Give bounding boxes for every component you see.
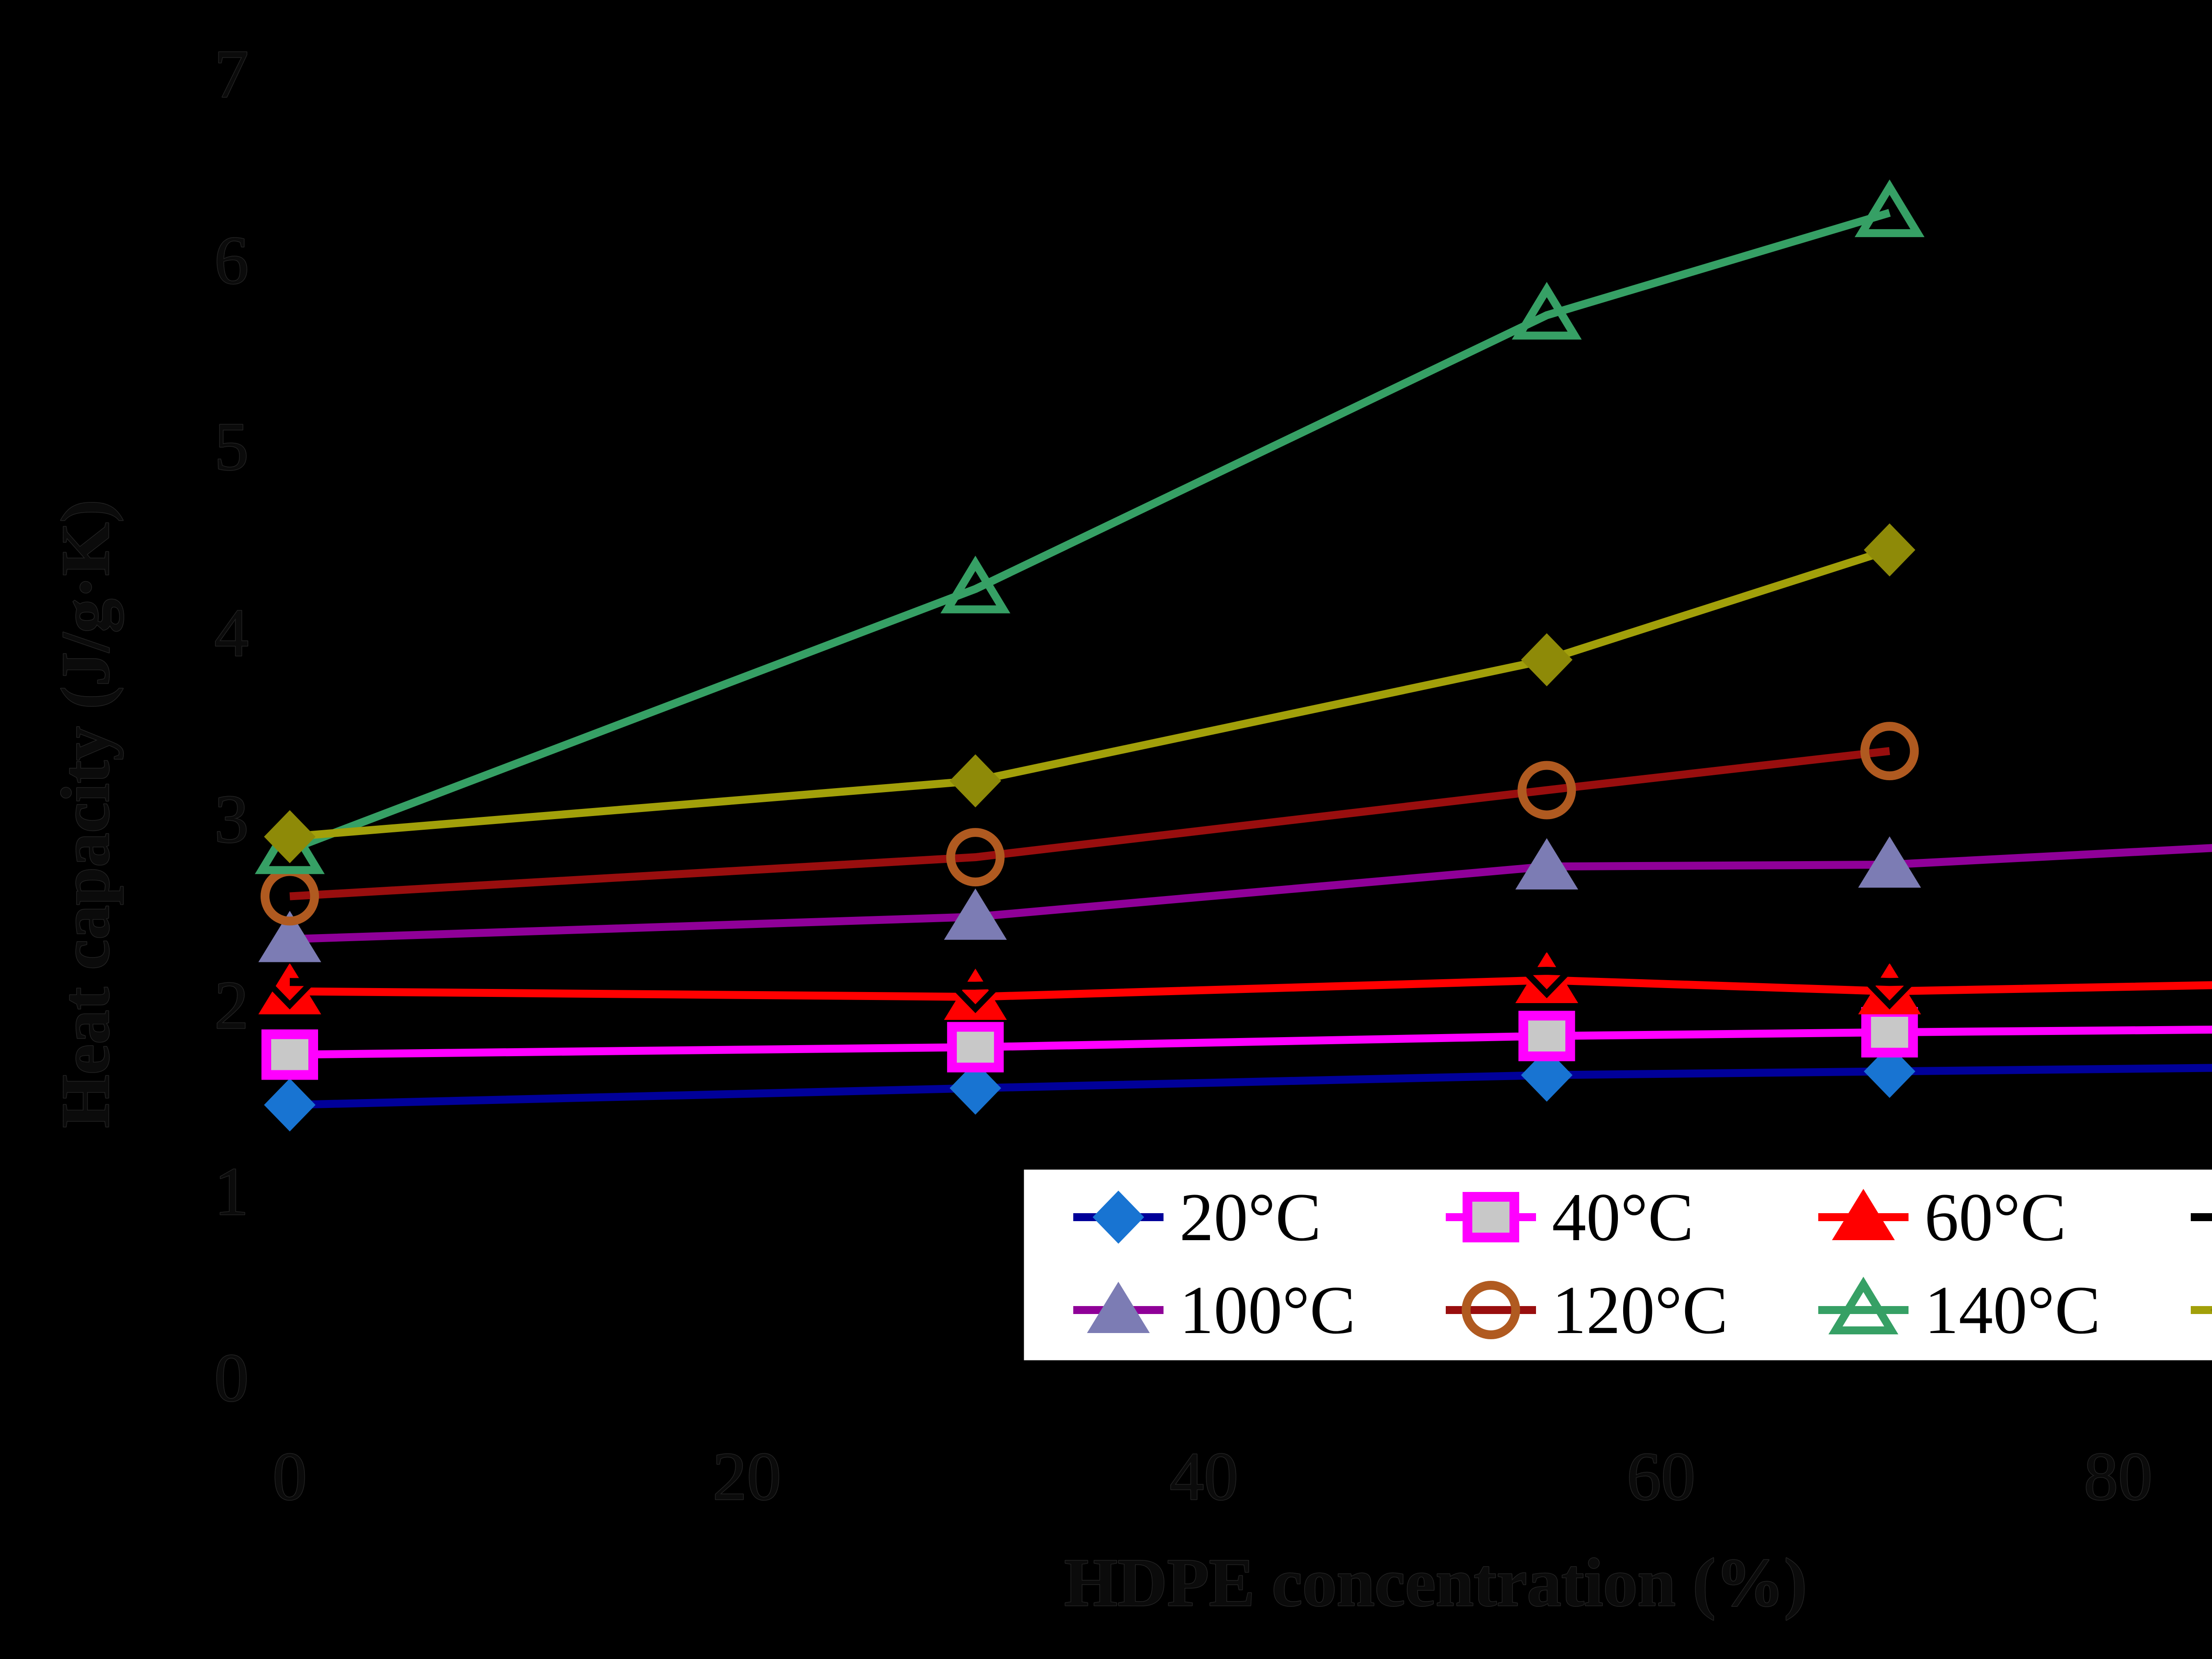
x-tick-label: 20: [713, 1438, 781, 1514]
marker-square-filled: [1861, 1007, 1918, 1057]
marker-circle-open: [1517, 761, 1576, 820]
marker-triangle-filled: [1858, 836, 1921, 888]
series-line-2: [289, 976, 2212, 1001]
marker-triangle-open: [1512, 282, 1582, 340]
marker-diamond-open: [949, 958, 1002, 1013]
marker-triangle-filled: [258, 911, 321, 962]
x-tick-label: 80: [2084, 1438, 2152, 1514]
series-line-1: [289, 1026, 2212, 1059]
y-tick-label: 5: [215, 409, 249, 485]
marker-triangle-filled: [944, 968, 1007, 1020]
x-axis-title: HDPE concentration (%): [1064, 1544, 1807, 1621]
tick-labels: 02040608010001234567: [214, 35, 2153, 1515]
legend-label: 140°C: [1924, 1272, 2101, 1348]
legend-label: 40°C: [1552, 1179, 1694, 1255]
marker-square-filled: [1463, 1192, 1519, 1242]
marker-diamond-filled: [1864, 523, 1916, 577]
series-line-0: [289, 1064, 2212, 1109]
series-line-4: [289, 844, 2212, 943]
series-line-7: [289, 546, 1891, 841]
marker-diamond-filled: [1864, 1045, 1916, 1098]
marker-triangle-filled: [258, 963, 321, 1015]
marker-circle-open: [1860, 722, 1919, 781]
marker-square-filled: [947, 1022, 1004, 1073]
marker-diamond-filled: [1092, 1191, 1144, 1244]
y-tick-label: 0: [215, 1340, 249, 1416]
legend-box: [1022, 1167, 2212, 1363]
marker-diamond-open: [263, 954, 317, 1010]
y-tick-label: 2: [215, 967, 249, 1043]
x-tick-label: 40: [1170, 1438, 1238, 1514]
marker-diamond-filled: [949, 1061, 1001, 1115]
marker-triangle-filled: [1515, 952, 1578, 1004]
marker-triangle-filled: [1087, 1282, 1150, 1333]
y-tick-label: 6: [215, 222, 249, 298]
marker-diamond-filled: [2210, 1308, 2212, 1312]
marker-diamond-filled: [1521, 1048, 1573, 1102]
data-series: [255, 179, 2212, 1132]
marker-diamond-filled: [949, 754, 1001, 808]
y-tick-label: 7: [215, 36, 249, 112]
series-line-6: [288, 209, 1891, 854]
legend-label: 120°C: [1552, 1272, 1728, 1348]
series-line-3: [289, 967, 2212, 990]
marker-triangle-open: [1828, 1276, 1898, 1334]
x-tick-label: 60: [1627, 1438, 1695, 1514]
legend-label: 60°C: [1924, 1179, 2066, 1255]
y-tick-label: 4: [215, 595, 249, 671]
y-tick-label: 1: [215, 1153, 249, 1230]
y-axis-title: Heat capacity (J/g·K): [47, 500, 123, 1128]
marker-circle-open: [1462, 1281, 1520, 1339]
marker-triangle-filled: [1832, 1189, 1895, 1240]
marker-triangle-open: [1855, 179, 1925, 238]
marker-square-filled: [1518, 1011, 1575, 1061]
marker-diamond-open: [1863, 954, 1916, 1010]
marker-square-filled: [261, 1029, 318, 1080]
marker-diamond-filled: [264, 1078, 316, 1132]
series-line-5: [289, 747, 1890, 900]
legend-label: 100°C: [1179, 1272, 1356, 1348]
marker-triangle-filled: [1858, 963, 1921, 1015]
marker-diamond-filled: [264, 810, 316, 863]
marker-diamond-filled: [1521, 633, 1573, 686]
marker-triangle-filled: [944, 888, 1007, 940]
marker-triangle-filled: [1515, 838, 1578, 890]
legend-label: 20°C: [1179, 1179, 1321, 1255]
y-tick-label: 3: [215, 781, 249, 857]
x-tick-label: 0: [273, 1438, 307, 1514]
marker-triangle-open: [940, 556, 1010, 613]
marker-diamond-open: [1520, 943, 1574, 999]
axes: [288, 73, 2212, 1378]
marker-circle-open: [946, 828, 1005, 887]
